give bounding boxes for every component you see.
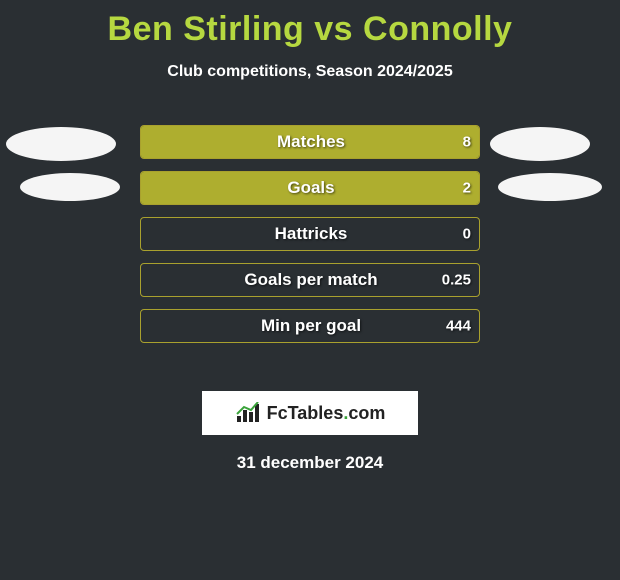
stat-row: Goals 2 (0, 165, 620, 211)
bar-track: Min per goal 444 (140, 309, 480, 343)
comparison-chart: Matches 8 Goals 2 Hattricks 0 Goals per … (0, 119, 620, 379)
fctables-logo[interactable]: FcTables.com (202, 391, 418, 435)
stat-label: Min per goal (141, 316, 481, 336)
stat-row: Goals per match 0.25 (0, 257, 620, 303)
bar-fill (141, 126, 479, 158)
bar-track: Hattricks 0 (140, 217, 480, 251)
logo-part: Tables (288, 403, 344, 423)
stat-label: Hattricks (141, 224, 481, 244)
stat-value: 444 (446, 318, 471, 335)
bar-track: Goals 2 (140, 171, 480, 205)
page-title: Ben Stirling vs Connolly (0, 0, 620, 49)
stat-label: Goals per match (141, 270, 481, 290)
logo-part: com (348, 403, 385, 423)
date-label: 31 december 2024 (0, 453, 620, 473)
stat-row: Hattricks 0 (0, 211, 620, 257)
subtitle: Club competitions, Season 2024/2025 (0, 63, 620, 81)
bar-fill (141, 172, 479, 204)
bar-track: Matches 8 (140, 125, 480, 159)
stat-value: 0 (463, 226, 471, 243)
stat-value: 0.25 (442, 272, 471, 289)
logo-text: FcTables.com (267, 403, 386, 424)
bar-chart-icon (235, 402, 261, 424)
stat-row: Min per goal 444 (0, 303, 620, 349)
logo-part: Fc (267, 403, 288, 423)
bar-track: Goals per match 0.25 (140, 263, 480, 297)
stat-row: Matches 8 (0, 119, 620, 165)
